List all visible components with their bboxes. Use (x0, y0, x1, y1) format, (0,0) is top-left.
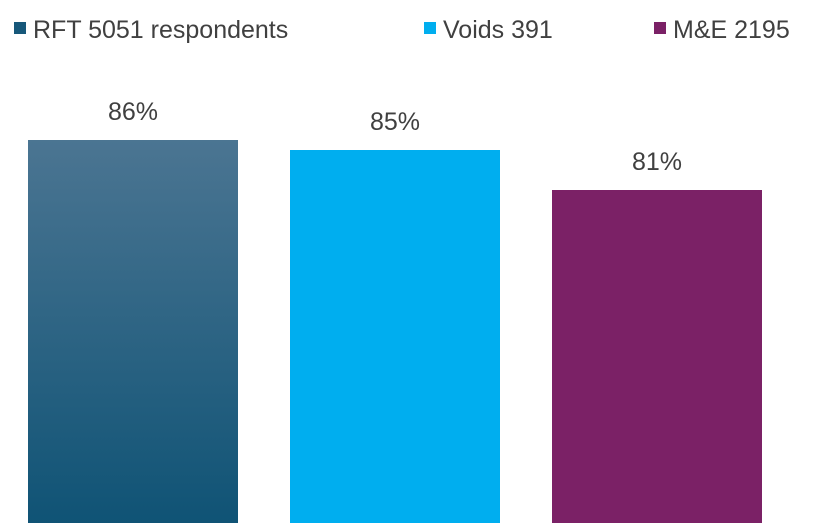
bar-voids (290, 150, 500, 525)
legend-label-me: M&E 2195 (673, 16, 790, 44)
legend-item-rft: RFT 5051 respondents (14, 16, 288, 44)
legend-item-voids: Voids 391 (424, 16, 553, 44)
legend: RFT 5051 respondents Voids 391 M&E 2195 (14, 16, 790, 44)
legend-swatch-me (654, 22, 666, 34)
legend-item-me: M&E 2195 (654, 16, 790, 44)
legend-label-voids: Voids 391 (443, 16, 553, 44)
legend-swatch-voids (424, 22, 436, 34)
legend-label-rft: RFT 5051 respondents (33, 16, 288, 44)
bars-layer (28, 140, 762, 525)
data-labels-layer: 86% 85% 81% (108, 98, 682, 176)
bar-me (552, 190, 762, 525)
data-label-rft: 86% (108, 98, 158, 126)
legend-swatch-rft (14, 22, 26, 34)
data-label-voids: 85% (370, 108, 420, 136)
data-label-me: 81% (632, 148, 682, 176)
bar-rft (28, 140, 238, 525)
